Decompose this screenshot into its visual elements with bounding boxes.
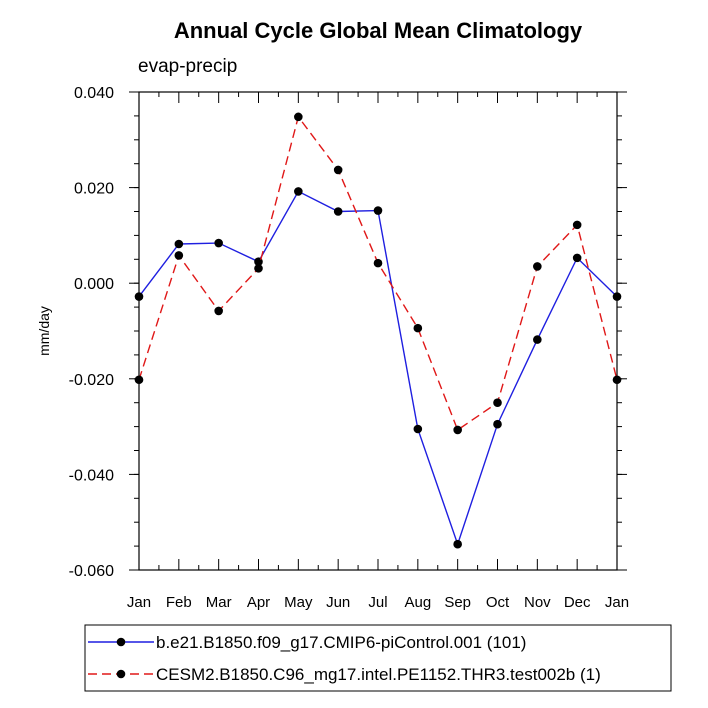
series-line bbox=[138, 190, 618, 547]
legend-box bbox=[84, 624, 672, 692]
y-tick-label: -0.020 bbox=[69, 372, 114, 389]
x-tick-label: May bbox=[284, 594, 313, 611]
data-point bbox=[294, 112, 303, 122]
series-line bbox=[138, 115, 618, 432]
data-point bbox=[254, 264, 263, 273]
x-tick-label: Sep bbox=[444, 594, 471, 611]
legend-label: CESM2.B1850.C96_mg17.intel.PE1152.THR3.t… bbox=[156, 665, 601, 684]
data-point bbox=[572, 253, 582, 263]
legend-marker bbox=[116, 637, 126, 647]
legend-marker bbox=[116, 669, 126, 679]
x-tick-label: Apr bbox=[247, 594, 270, 611]
x-tick-label: Aug bbox=[404, 594, 431, 611]
data-point bbox=[333, 165, 343, 175]
data-point bbox=[214, 238, 223, 248]
series-layer bbox=[134, 112, 622, 549]
data-point bbox=[373, 258, 383, 268]
data-point bbox=[134, 375, 144, 385]
data-point bbox=[174, 251, 184, 260]
data-point bbox=[612, 292, 622, 301]
x-tick-label: Dec bbox=[564, 594, 591, 611]
x-tick-label: Jun bbox=[326, 594, 350, 611]
data-point bbox=[413, 424, 423, 434]
chart-title: Annual Cycle Global Mean Climatology bbox=[174, 18, 583, 43]
data-point bbox=[214, 306, 223, 316]
data-point bbox=[533, 262, 542, 271]
y-tick-label: -0.040 bbox=[69, 467, 114, 484]
plot-frame bbox=[138, 91, 618, 571]
axis-ticks: Jan Feb Mar Apr May Jun Jul Aug Sep Oct Nov Dec Jan-… bbox=[69, 85, 629, 611]
data-point bbox=[134, 292, 144, 301]
series-2 bbox=[134, 112, 622, 435]
y-tick-label: 0.040 bbox=[74, 85, 114, 102]
data-point bbox=[493, 398, 502, 408]
data-point bbox=[453, 425, 462, 435]
data-point bbox=[612, 375, 622, 385]
data-point bbox=[453, 539, 462, 549]
legend-label: b.e21.B1850.f09_g17.CMIP6-piControl.001 … bbox=[156, 633, 526, 652]
data-point bbox=[373, 206, 383, 215]
y-tick-label: -0.060 bbox=[69, 563, 114, 580]
x-tick-label: Feb bbox=[166, 594, 192, 611]
chart-subtitle: evap-precip bbox=[138, 56, 237, 77]
data-point bbox=[572, 220, 582, 230]
x-tick-label: Jul bbox=[368, 594, 387, 611]
series-1 bbox=[134, 187, 622, 549]
data-point bbox=[174, 239, 184, 249]
legend: b.e21.B1850.f09_g17.CMIP6-piControl.001 … bbox=[84, 624, 672, 692]
data-point bbox=[294, 187, 303, 196]
x-tick-label: Nov bbox=[524, 594, 551, 611]
x-tick-label: Jan bbox=[127, 594, 151, 611]
y-tick-label: 0.020 bbox=[74, 181, 114, 198]
x-tick-label: Mar bbox=[206, 594, 232, 611]
data-point bbox=[413, 323, 423, 333]
x-tick-label: Oct bbox=[486, 594, 510, 611]
data-point bbox=[493, 419, 502, 429]
data-point bbox=[533, 335, 542, 344]
y-tick-label: 0.000 bbox=[74, 276, 114, 293]
x-tick-label: Jan bbox=[605, 594, 629, 611]
y-axis-label: mm/day bbox=[36, 306, 52, 356]
data-point bbox=[333, 207, 343, 216]
